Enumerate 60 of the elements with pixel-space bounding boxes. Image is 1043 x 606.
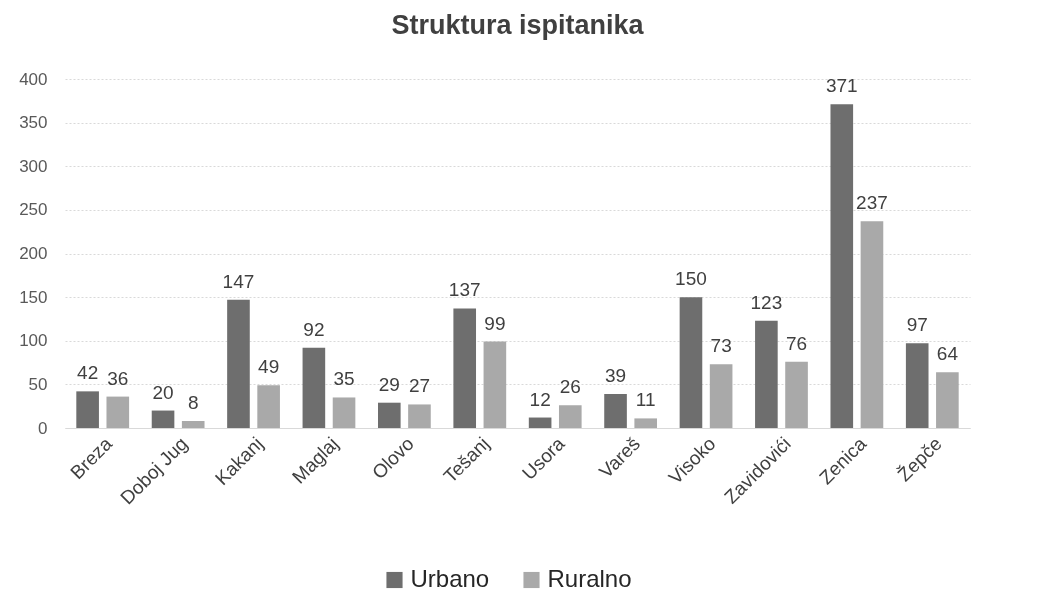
bar [302,347,326,428]
bar [755,320,778,428]
bar [257,385,280,428]
bar [604,393,627,428]
bar [558,405,582,428]
data-label: 12 [529,388,551,410]
data-label: 137 [448,279,481,301]
legend-label: Ruralno [547,565,632,592]
data-label: 11 [635,389,656,411]
y-tick-label: 100 [19,331,48,351]
y-tick-label: 250 [19,200,48,220]
y-tick-label: 150 [19,287,48,307]
data-label: 92 [303,318,325,340]
bar [227,299,250,428]
legend-label: Urbano [410,565,490,592]
bar [936,372,959,428]
y-tick-label: 300 [19,156,48,176]
y-tick-label: 400 [19,69,48,89]
data-label: 237 [856,192,888,214]
bar [709,364,733,428]
bar [634,418,658,428]
bar [332,397,356,428]
bar [830,104,854,428]
bar [181,421,205,428]
bar [76,391,99,428]
data-label: 35 [333,368,355,390]
y-tick-label: 50 [28,374,48,394]
data-label: 27 [408,375,431,397]
bar [528,417,552,428]
bar [905,343,929,428]
data-label: 29 [378,373,400,395]
bar [483,341,507,428]
bar [151,410,175,428]
bar [679,297,703,428]
data-label: 64 [936,343,959,365]
data-label: 42 [77,362,99,384]
bar [860,221,884,428]
data-label: 150 [675,268,707,290]
data-label: 123 [750,291,783,313]
data-label: 97 [906,314,928,336]
data-label: 36 [107,367,129,389]
data-label: 371 [825,75,858,97]
bar [377,402,401,428]
bar [785,361,808,428]
bar [106,396,130,428]
data-label: 76 [785,332,808,354]
data-label: 99 [484,312,506,334]
chart-title: Struktura ispitanika [391,10,645,40]
data-label: 20 [152,381,174,403]
data-label: 73 [710,335,732,357]
y-tick-label: 0 [38,418,48,438]
bar [453,308,477,428]
data-label: 8 [187,392,199,414]
data-label: 147 [222,270,255,292]
data-label: 49 [258,356,280,378]
data-label: 26 [559,376,581,398]
data-label: 39 [604,364,627,386]
y-tick-label: 350 [19,113,48,133]
y-tick-label: 200 [19,244,48,263]
bar [408,404,431,428]
